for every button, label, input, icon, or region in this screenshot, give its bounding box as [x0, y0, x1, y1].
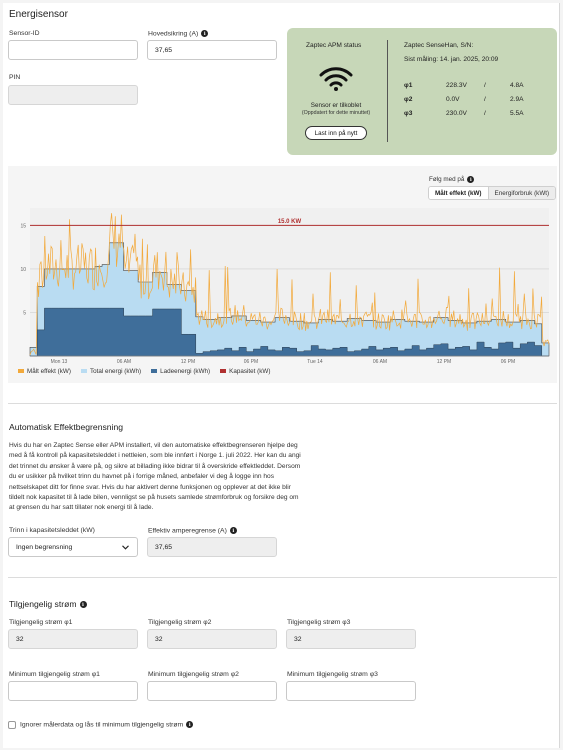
ignore-meter-label: Ignorer målerdata og lås til minimum til… [20, 721, 194, 728]
min-available-input[interactable] [8, 681, 138, 701]
available-input[interactable]: 32 [286, 629, 416, 649]
main-fuse-label: Hovedsikring (A) i [148, 30, 209, 37]
auto-section-title: Automatisk Effektbegrensning [9, 422, 124, 432]
legend-item[interactable]: Total energi (kWh) [80, 368, 141, 375]
phase-row: φ2 0.0V / 2.9A [404, 96, 524, 103]
min-available-input[interactable] [147, 681, 277, 701]
main-fuse-input[interactable]: 37,65 [147, 40, 277, 60]
info-icon[interactable]: i [201, 30, 209, 37]
section-divider [8, 403, 557, 404]
tab-energy-usage[interactable]: Energiforbruk (kWt) [488, 187, 556, 199]
phase-row: φ3 230.0V / 5.5A [404, 110, 524, 117]
step-select[interactable]: Ingen begrensning [8, 537, 138, 557]
min-available-label: Minimum tilgjengelig strøm φ2 [148, 671, 239, 678]
ignore-meter-checkbox[interactable] [8, 721, 16, 729]
available-label: Tilgjengelig strøm φ1 [9, 619, 73, 626]
legend-item[interactable]: Kapasitet (kW) [220, 368, 270, 375]
legend-item[interactable]: Ladeenergi (kWh) [151, 368, 210, 375]
series-charge-energy [30, 307, 549, 357]
available-title: Tilgjengelig strøm i [9, 599, 87, 609]
pin-input[interactable] [8, 85, 138, 105]
follow-label: Følg med på i [429, 176, 475, 183]
y-tick-label: 15 [20, 223, 26, 229]
sensor-status-sub: (Oppdatert for dette minuttet) [301, 110, 371, 116]
min-available-label: Minimum tilgjengelig strøm φ1 [9, 671, 100, 678]
available-label: Tilgjengelig strøm φ2 [148, 619, 212, 626]
sensor-id-label: Sensor-ID [9, 30, 40, 37]
x-tick-label: Tue 14 [307, 359, 323, 364]
wifi-icon [319, 67, 353, 91]
effective-label: Effektiv amperegrense (A) i [148, 527, 237, 534]
panel-divider [387, 40, 388, 142]
apm-title: Zaptec APM status [306, 42, 362, 49]
x-tick-label: 06 PM [501, 359, 515, 364]
info-icon[interactable]: i [229, 527, 237, 534]
effective-input: 37,65 [147, 537, 277, 557]
sensor-status-text: Sensor er tilkoblet [310, 102, 362, 109]
y-tick-label: 10 [20, 267, 26, 273]
tab-measured-power[interactable]: Målt effekt (kW) [429, 187, 489, 199]
x-tick-label: 12 PM [181, 359, 195, 364]
step-label: Trinn i kapasitetsleddet (kW) [9, 527, 95, 534]
y-tick-label: 5 [23, 310, 26, 316]
phase-row: φ1 228.3V / 4.8A [404, 82, 524, 89]
sense-title: Zaptec SenseHan, S/N: [404, 42, 474, 49]
phase-table: φ1 228.3V / 4.8A φ2 0.0V / 2.9A φ3 230.0… [404, 82, 544, 124]
energy-chart: Følg med på i Målt effekt (kW) Energiforb… [8, 166, 557, 383]
reload-button[interactable]: Last inn på nytt [305, 126, 367, 140]
section-divider [8, 577, 557, 578]
apm-status-panel: Zaptec APM status Sensor er tilkoblet (O… [287, 28, 557, 155]
x-tick-label: 12 PM [437, 359, 451, 364]
auto-section-description: Hvis du har en Zaptec Sense eller APM in… [9, 442, 301, 512]
available-input[interactable]: 32 [8, 629, 138, 649]
min-available-input[interactable] [286, 681, 416, 701]
min-available-label: Minimum tilgjengelig strøm φ3 [287, 671, 378, 678]
chart-plot: 5 10 15 15.0 KW Mon 13 06 AM 12 PM 06 PM Tue 14 0… [20, 208, 550, 364]
last-measure: Sist måling: 14. jan. 2025, 20:09 [404, 56, 499, 63]
x-tick-label: 06 AM [117, 359, 131, 364]
legend-item[interactable]: Målt effekt (kW) [18, 368, 71, 375]
available-input[interactable]: 32 [147, 629, 277, 649]
section-title: Energisensor [9, 9, 68, 20]
x-tick-label: 06 PM [244, 359, 258, 364]
info-icon[interactable]: i [467, 176, 475, 183]
x-tick-label: 06 AM [373, 359, 387, 364]
x-tick-label: Mon 13 [51, 359, 68, 364]
series-measured-power [29, 213, 550, 356]
chart-mode-toggle: Målt effekt (kW) Energiforbruk (kWt) [428, 186, 557, 200]
info-icon[interactable]: i [186, 721, 194, 728]
chart-legend: Målt effekt (kW) Total energi (kWh) Lade… [18, 368, 270, 375]
capacity-label: 15.0 KW [278, 219, 302, 225]
sensor-id-input[interactable] [8, 40, 138, 60]
info-icon[interactable]: i [79, 601, 87, 609]
pin-label: PIN [9, 74, 21, 81]
chevron-down-icon [122, 545, 129, 550]
available-label: Tilgjengelig strøm φ3 [287, 619, 351, 626]
energy-settings-card: Energisensor Sensor-ID Hovedsikring (A) i… [3, 3, 560, 748]
